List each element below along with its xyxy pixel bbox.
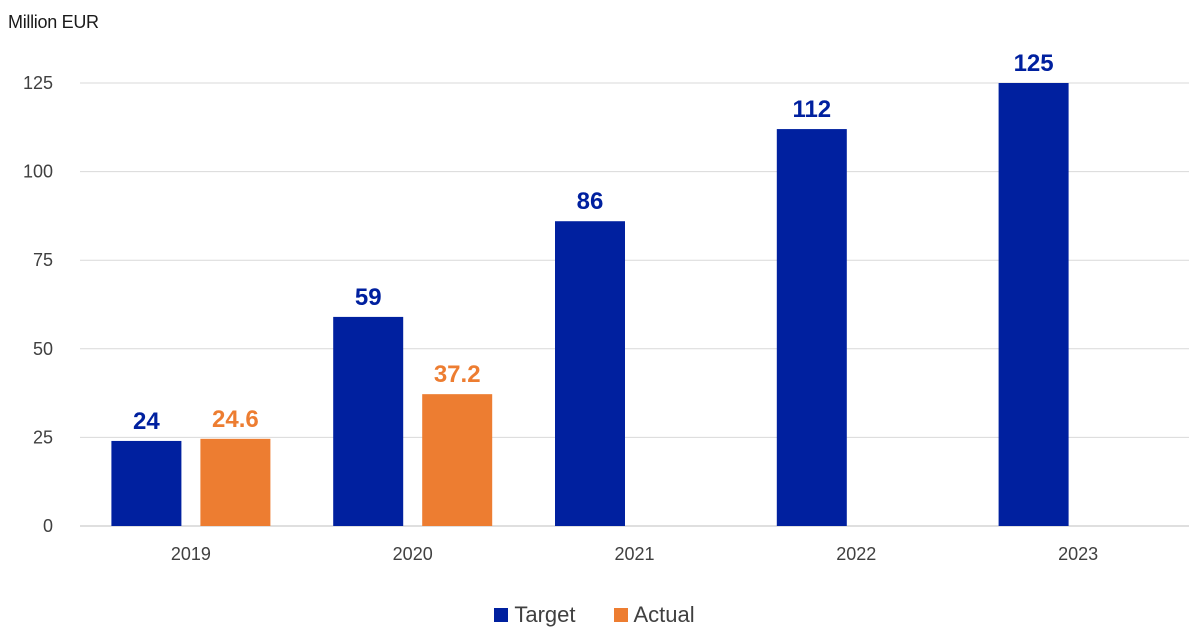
chart-plot: 0 25 50 75 100 125 24 24.6 2019 59 37.2 2020 86 2021 1… [23,50,1189,564]
data-label-actual-2019: 24.6 [212,406,259,433]
y-axis-unit-label: Million EUR [8,12,99,32]
x-tick-label: 2020 [393,544,433,564]
legend-item-actual: Actual [613,602,695,628]
legend-item-target: Target [494,602,576,628]
bar-target-2019 [111,440,182,526]
y-tick-label: 125 [23,73,53,93]
data-label-target-2019: 24 [133,408,160,435]
legend-swatch-target [494,608,509,622]
y-tick-label: 75 [33,250,53,270]
data-label-target-2022: 112 [792,96,831,123]
bar-target-2020 [333,316,404,526]
bar-target-2022 [776,129,847,526]
data-label-target-2021: 86 [577,188,604,215]
data-label-actual-2020: 37.2 [434,361,481,388]
y-tick-label: 0 [43,516,53,536]
x-tick-label: 2023 [1058,544,1098,564]
legend-label-actual: Actual [633,602,695,627]
legend: Target Actual [0,600,1189,630]
legend-swatch-actual [613,608,628,622]
bar-target-2023 [998,83,1069,526]
bar-target-2021 [555,221,625,526]
y-tick-label: 100 [23,162,53,182]
x-tick-label: 2021 [614,544,654,564]
y-tick-label: 50 [33,339,53,359]
legend-label-target: Target [514,602,576,627]
data-label-target-2023: 125 [1014,50,1054,77]
x-tick-label: 2022 [836,544,876,564]
bar-actual-2020 [422,394,493,526]
bar-actual-2019 [200,438,271,526]
x-tick-label: 2019 [171,544,211,564]
data-label-target-2020: 59 [355,284,382,311]
y-tick-label: 25 [33,427,53,447]
